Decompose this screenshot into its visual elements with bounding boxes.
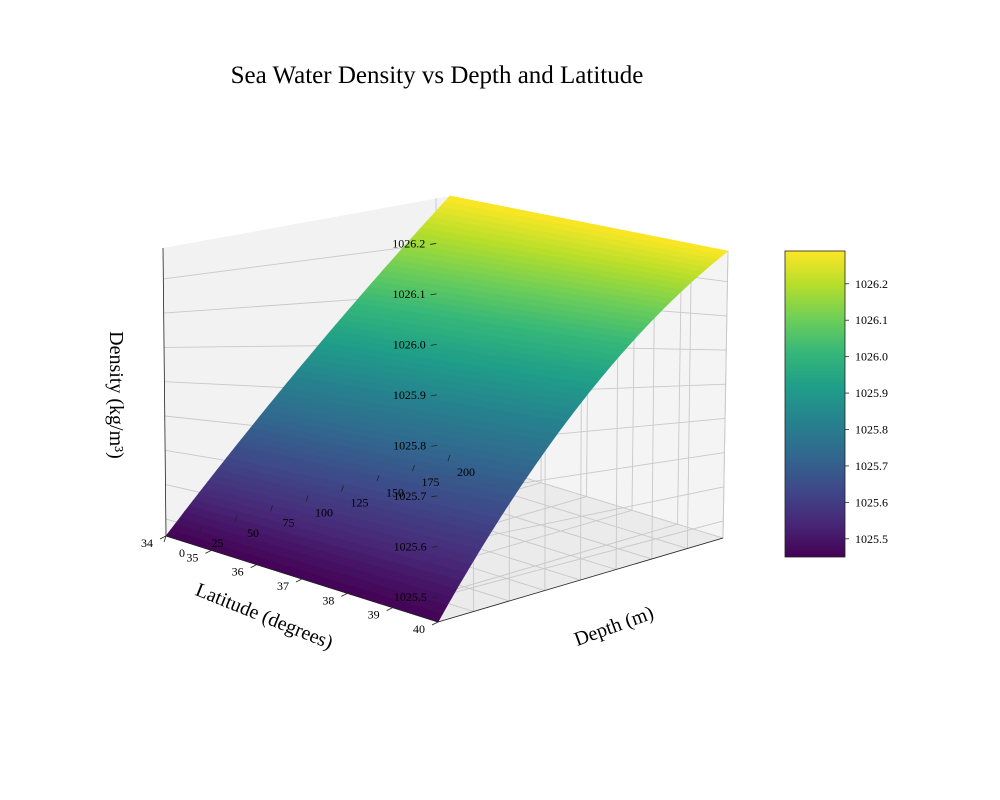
colorbar-tick-label: 1025.9	[855, 386, 888, 400]
y-grid-line	[392, 241, 683, 609]
z-tick	[431, 596, 438, 599]
z-tick-label: 1026.0	[393, 337, 426, 351]
x-tick	[163, 535, 167, 543]
z-tick	[430, 293, 437, 296]
y-tick-label: 34	[141, 536, 153, 550]
y-tick-label: 40	[413, 622, 425, 636]
z-tick-label: 1025.8	[393, 438, 426, 452]
y-tick	[159, 535, 167, 540]
colorbar-tick-label: 1025.5	[855, 532, 888, 546]
x-axis-line	[437, 537, 724, 623]
y-tick-label: 37	[277, 579, 289, 593]
x-tick-label: 0	[179, 546, 185, 560]
x-tick	[234, 515, 238, 522]
colorbar: 1025.5 1025.6 1025.7 1025.8 1025.9 1026.0 1026…	[784, 250, 888, 558]
colorbar-gradient	[784, 250, 846, 558]
colorbar-tick-label: 1026.2	[855, 277, 888, 291]
y-axis-label: Latitude (degrees)	[192, 579, 336, 654]
y-tick	[295, 578, 303, 583]
z-axis-line	[162, 247, 167, 537]
x-tick-label: 75	[283, 516, 295, 530]
z-tick	[431, 495, 438, 498]
y-tick	[250, 564, 257, 569]
y-tick-label: 36	[232, 565, 244, 579]
colorbar-tick-label: 1025.8	[855, 423, 888, 437]
z-tick	[430, 243, 437, 245]
z-tick	[431, 545, 438, 548]
x-tick-label: 200	[457, 465, 475, 479]
x-tick-label: 175	[422, 475, 440, 489]
z-tick	[431, 444, 438, 447]
z-tick	[430, 394, 437, 397]
x-tick	[305, 495, 309, 502]
z-tick-label: 1026.1	[392, 287, 425, 301]
x-tick	[447, 454, 451, 462]
x-tick	[376, 475, 380, 482]
chart-title: Sea Water Density vs Depth and Latitude	[230, 62, 644, 89]
z-tick-label: 1026.2	[392, 236, 425, 250]
z-tick-label: 1025.6	[394, 539, 427, 553]
colorbar-tick-label: 1025.7	[855, 459, 888, 473]
colorbar-tick-label: 1025.6	[855, 495, 888, 509]
x-tick	[341, 485, 344, 492]
x-tick	[270, 505, 273, 512]
z-tick-label: 1025.9	[393, 388, 426, 402]
y-tick-label: 39	[368, 608, 380, 622]
y-tick-label: 35	[186, 550, 198, 564]
x-tick-label: 100	[315, 506, 333, 520]
x-tick-label: 150	[386, 485, 404, 499]
x-tick	[199, 525, 202, 533]
y-tick-label: 38	[322, 593, 334, 607]
density-surface	[165, 195, 729, 623]
z-tick-label: 1025.5	[394, 590, 427, 604]
x-tick-label: 50	[247, 526, 259, 540]
y-tick	[341, 592, 348, 597]
x-axis-label: Depth (m)	[571, 602, 656, 651]
colorbar-tick-label: 1026.1	[855, 313, 888, 327]
y-tick	[431, 621, 439, 626]
y-tick	[205, 549, 212, 554]
x-tick	[412, 464, 415, 472]
z-tick	[430, 343, 437, 346]
surface-strip	[444, 195, 729, 256]
z-axis-label: Density (kg/m³)	[105, 331, 127, 459]
x-tick-label: 125	[351, 495, 369, 509]
y-tick	[386, 607, 393, 612]
x-tick-label: 25	[212, 536, 224, 550]
axis-ticks: 0 25 50 75 100 125 150 175 200 40 39 38 37 36 35 34 1025…	[141, 236, 475, 636]
z-tick-label: 1025.7	[393, 489, 426, 503]
colorbar-tick-label: 1026.0	[855, 350, 888, 364]
